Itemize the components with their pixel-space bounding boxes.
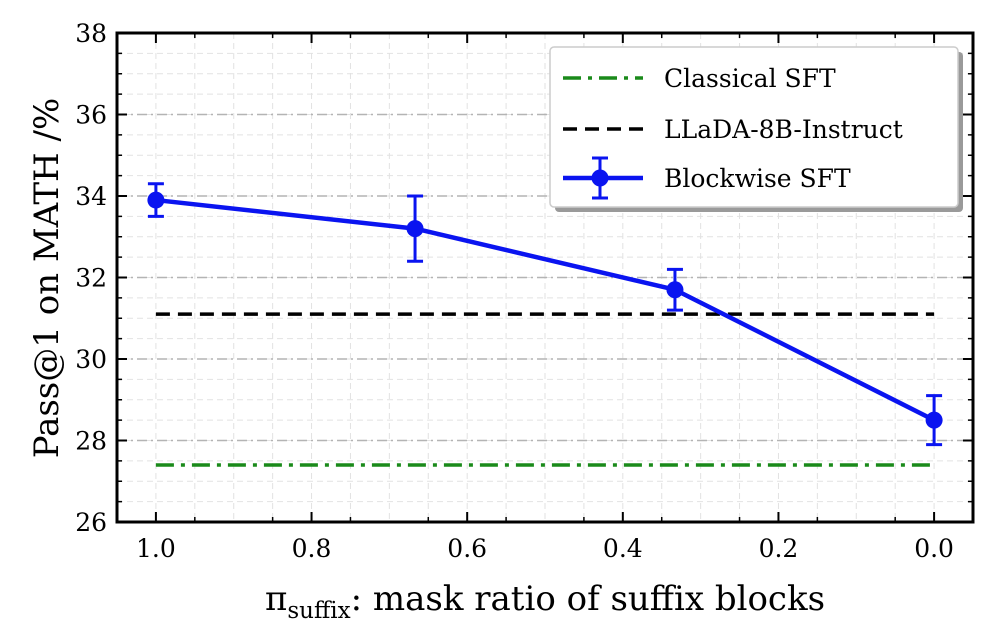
legend-entries: Classical SFT LLaDA-8B-Instruct Blockwise … bbox=[563, 64, 903, 200]
x-axis-title-subscript: suffix bbox=[287, 598, 350, 624]
x-axis-title: πsuffix: mask ratio of suffix blocks bbox=[265, 579, 825, 624]
y-tick-label: 30 bbox=[75, 345, 107, 374]
x-tick-label: 1.0 bbox=[136, 534, 176, 563]
y-tick-label: 38 bbox=[75, 19, 107, 48]
data-point bbox=[666, 281, 684, 299]
data-point bbox=[406, 220, 424, 238]
legend-label: Classical SFT bbox=[664, 64, 836, 93]
legend-box bbox=[549, 46, 959, 208]
series-line bbox=[155, 197, 936, 423]
series bbox=[147, 182, 943, 467]
x-tick-label: 0.4 bbox=[603, 534, 643, 563]
y-tick-label: 34 bbox=[75, 182, 107, 211]
data-point bbox=[147, 191, 165, 209]
plot-frame bbox=[115, 31, 975, 524]
legend-label: LLaDA-8B-Instruct bbox=[664, 115, 903, 144]
x-tick-label: 0.6 bbox=[447, 534, 487, 563]
x-axis-title-symbol: π bbox=[265, 579, 287, 619]
data-point bbox=[925, 411, 943, 429]
x-tick-label: 0.0 bbox=[914, 534, 954, 563]
y-tick-label: 32 bbox=[75, 264, 107, 293]
legend-marker bbox=[591, 169, 609, 187]
legend: Classical SFT LLaDA-8B-Instruct Blockwise … bbox=[549, 46, 963, 212]
legend-label: Blockwise SFT bbox=[664, 164, 851, 193]
y-tick-label: 26 bbox=[75, 508, 107, 537]
y-tick-label: 36 bbox=[75, 101, 107, 130]
y-axis-title: Pass@1 on MATH /% bbox=[27, 98, 67, 459]
y-tick-label: 28 bbox=[75, 427, 107, 456]
x-axis-title-text: : mask ratio of suffix blocks bbox=[351, 579, 825, 619]
x-tick-label: 0.8 bbox=[292, 534, 332, 563]
x-tick-label: 0.2 bbox=[759, 534, 799, 563]
tick-labels: 1.0 0.8 0.6 0.4 0.2 0.0 26 28 30 32 34 36 38 bbox=[75, 19, 954, 563]
